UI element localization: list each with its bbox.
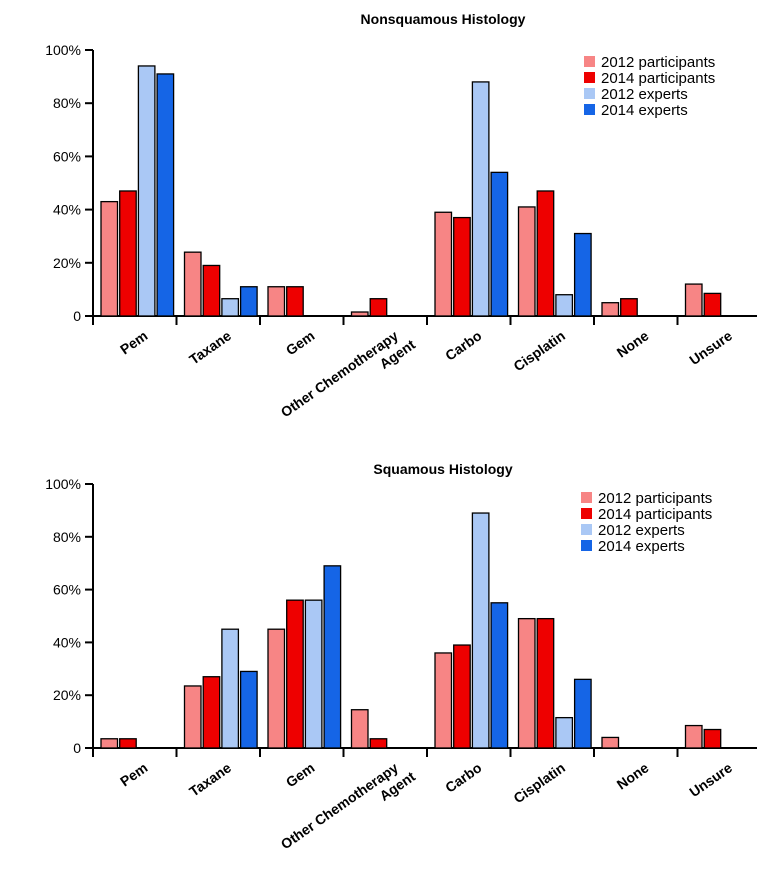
bar-2014-participants-pem — [119, 738, 137, 749]
bar-2014-experts-pem — [156, 73, 175, 317]
bar-2012-participants-cisplatin — [517, 206, 536, 317]
bar-2012-participants-unsure — [684, 724, 703, 749]
x-tick-label-cisplatin: Cisplatin — [510, 759, 568, 806]
bar-2012-participants-pem — [100, 200, 119, 317]
chart-title: Nonsquamous Histology — [361, 11, 526, 27]
bar-2014-participants-cisplatin — [536, 617, 555, 749]
y-tick-label: 40% — [53, 202, 81, 218]
bar-2012-experts-gem — [304, 599, 323, 749]
x-tick-label-pem: Pem — [117, 759, 150, 789]
bar-2012-participants-none — [601, 736, 620, 749]
legend-label-2014-participants: 2014 participants — [601, 70, 715, 87]
chart-title: Squamous Histology — [373, 461, 512, 477]
bar-2012-participants-taxane — [183, 251, 202, 317]
bar-2012-participants-carbo — [434, 211, 453, 317]
bar-2012-participants-other-chemotherapy-agent — [350, 311, 369, 317]
bar-2012-participants-gem — [267, 286, 286, 317]
bar-2012-participants-cisplatin — [517, 617, 536, 749]
y-tick-label: 0 — [73, 308, 81, 324]
chart-panel-nonsquamous: Nonsquamous Histology 0 20% 40% 60% 80% 100% Pe… — [45, 11, 757, 420]
chart-panel-squamous: Squamous Histology 0 20% 40% 60% 80% 100% Pem Ta… — [45, 461, 757, 852]
bar-2012-participants-none — [601, 302, 620, 317]
bar-2014-participants-other-chemotherapy-agent — [369, 298, 388, 317]
bar-2014-participants-gem — [286, 286, 304, 317]
legend-label-2012-participants: 2012 participants — [598, 490, 712, 507]
x-tick-label-unsure: Unsure — [686, 327, 735, 368]
bar-2012-experts-carbo — [471, 512, 490, 749]
bar-2014-experts-cisplatin — [573, 232, 592, 317]
legend-swatch-2014-experts — [584, 104, 595, 115]
bar-2012-experts-cisplatin — [555, 294, 574, 317]
legend-label-2014-participants: 2014 participants — [598, 506, 712, 523]
legend-swatch-2014-participants — [581, 508, 592, 519]
y-tick-label: 0 — [73, 740, 81, 756]
legend-swatch-2014-participants — [584, 72, 595, 83]
bar-2014-experts-carbo — [490, 171, 509, 317]
x-tick-label-carbo: Carbo — [442, 327, 484, 363]
bar-2014-participants-none — [620, 298, 638, 317]
bar-2012-participants-unsure — [684, 283, 703, 317]
bar-2014-participants-gem — [286, 599, 304, 749]
x-tick-label-carbo: Carbo — [442, 759, 484, 795]
bar-2012-participants-carbo — [434, 652, 453, 749]
bar-2012-experts-cisplatin — [555, 716, 574, 749]
legend-label-2012-participants: 2012 participants — [601, 54, 715, 71]
bar-2014-participants-unsure — [703, 728, 722, 749]
bar-2014-participants-carbo — [453, 644, 471, 749]
y-tick-label: 20% — [53, 687, 81, 703]
x-tick-label-taxane: Taxane — [186, 759, 234, 799]
x-tick-label-cisplatin: Cisplatin — [510, 327, 568, 374]
y-tick-label: 100% — [45, 42, 81, 58]
bar-2014-participants-other-chemotherapy-agent — [369, 738, 388, 749]
bar-2014-experts-taxane — [239, 670, 258, 749]
x-tick-label-pem: Pem — [117, 327, 150, 357]
x-tick-label-gem: Gem — [283, 759, 318, 790]
bar-2014-experts-carbo — [490, 602, 509, 749]
y-tick-label: 40% — [53, 634, 81, 650]
y-tick-label: 100% — [45, 476, 81, 492]
bar-2012-participants-gem — [267, 628, 286, 749]
bar-2014-participants-taxane — [202, 264, 221, 317]
y-tick-label: 60% — [53, 148, 81, 164]
bar-2012-experts-pem — [137, 65, 156, 317]
legend-swatch-2012-participants — [581, 492, 592, 503]
bar-2014-experts-cisplatin — [573, 678, 592, 749]
y-tick-label: 80% — [53, 95, 81, 111]
bar-2014-participants-taxane — [202, 676, 221, 749]
bar-2014-participants-carbo — [453, 216, 471, 317]
bar-2012-experts-taxane — [221, 628, 240, 749]
legend-swatch-2012-participants — [584, 56, 595, 67]
bar-2012-experts-carbo — [471, 81, 490, 317]
x-tick-label-none: None — [614, 327, 652, 360]
legend-label-2014-experts: 2014 experts — [601, 102, 688, 119]
x-tick-label-taxane: Taxane — [186, 327, 234, 367]
bar-2014-participants-unsure — [703, 292, 722, 317]
x-tick-label-unsure: Unsure — [686, 759, 735, 800]
legend-label-2012-experts: 2012 experts — [601, 86, 688, 103]
y-tick-label: 60% — [53, 582, 81, 598]
bar-2012-participants-pem — [100, 738, 119, 749]
bar-2012-experts-taxane — [221, 298, 240, 317]
bar-2014-participants-pem — [119, 190, 137, 317]
x-tick-label-gem: Gem — [283, 327, 318, 358]
bar-2014-participants-cisplatin — [536, 190, 555, 317]
legend-label-2012-experts: 2012 experts — [598, 522, 685, 539]
bar-2014-experts-gem — [323, 565, 342, 749]
bar-2012-participants-taxane — [183, 685, 202, 749]
legend-label-2014-experts: 2014 experts — [598, 538, 685, 555]
y-tick-label: 80% — [53, 529, 81, 545]
legend-swatch-2012-experts — [584, 88, 595, 99]
legend-swatch-2014-experts — [581, 540, 592, 551]
bar-2012-participants-other-chemotherapy-agent — [350, 709, 369, 749]
bar-2014-experts-taxane — [239, 286, 258, 317]
x-tick-label-none: None — [614, 759, 652, 792]
y-tick-label: 20% — [53, 255, 81, 271]
legend-swatch-2012-experts — [581, 524, 592, 535]
